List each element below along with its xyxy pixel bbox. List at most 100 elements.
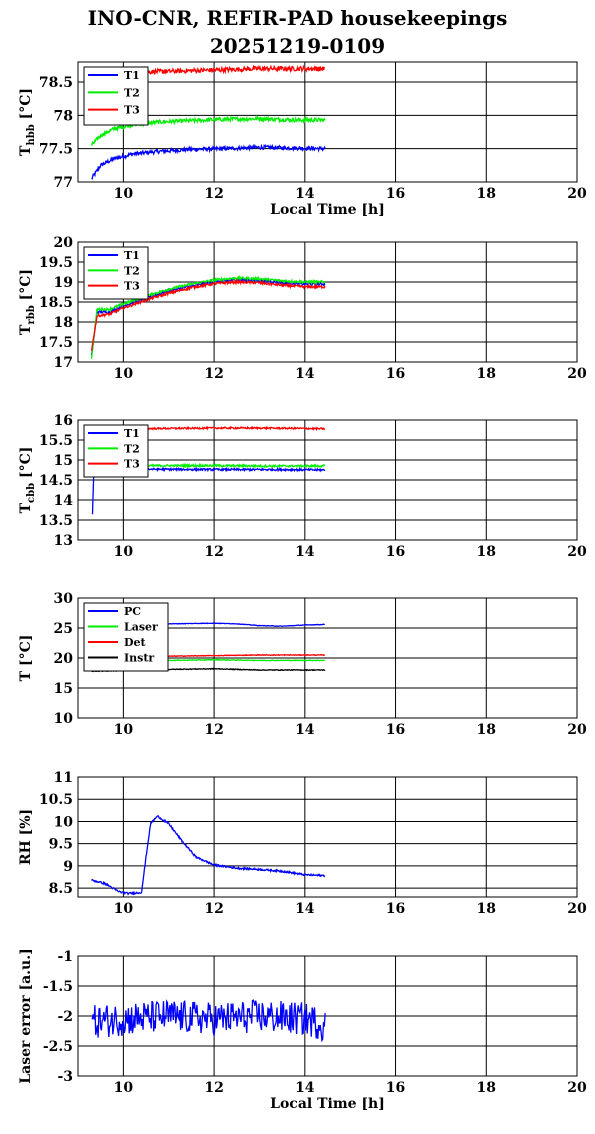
series-line-t2 [90, 114, 326, 146]
x-tick-label: 18 [477, 186, 496, 202]
legend-label-laser: Laser [124, 621, 158, 634]
y-tick-label: 15.5 [39, 433, 73, 449]
x-tick-label: 20 [567, 186, 587, 202]
y-tick-label: 15 [54, 681, 73, 697]
y-tick-label: 13 [54, 533, 73, 549]
x-tick-label: 20 [567, 366, 587, 382]
x-tick-label: 16 [386, 722, 405, 738]
x-tick-label: 16 [386, 366, 405, 382]
legend-label-t3: T3 [124, 104, 140, 117]
series-line-rh [91, 815, 326, 896]
series-line-t3 [122, 425, 326, 431]
x-tick-label: 14 [295, 366, 315, 382]
legend-label-t1: T1 [124, 427, 140, 440]
x-tick-label: 20 [567, 901, 587, 917]
y-tick-label: -1 [57, 949, 73, 965]
x-tick-label: 20 [567, 1080, 587, 1096]
panel-rh: 10 12 14 16 18 20 8.5 9 9.5 10 10.5 11 RH [%] [18, 770, 587, 917]
y-tick-label: 18 [54, 315, 73, 331]
x-axis-label: Local Time [h] [270, 202, 385, 218]
y-tick-label: -2.5 [43, 1039, 73, 1055]
x-tick-label: 18 [477, 901, 496, 917]
chart-title-line1: INO-CNR, REFIR-PAD housekeepings [87, 6, 508, 30]
x-tick-label: 12 [204, 1080, 223, 1096]
x-tick-label: 12 [204, 722, 223, 738]
y-tick-label: 9.5 [49, 837, 73, 853]
y-axis-label: Laser error [a.u.] [18, 948, 34, 1083]
series-line-t1 [91, 143, 326, 180]
legend-box [83, 602, 169, 672]
x-tick-label: 16 [386, 901, 405, 917]
panel-cbb: 10 12 14 16 18 20 13 13.5 14 14.5 15 15.5 16 T1 T2 T3 Tc… [18, 413, 587, 560]
x-tick-label: 14 [295, 544, 315, 560]
legend-label-det: Det [124, 636, 147, 649]
legend-label-t3: T3 [124, 280, 140, 293]
y-tick-label: 78.5 [39, 75, 73, 91]
y-axis-label: Thbb [°C] [18, 88, 37, 156]
legend-label-t3: T3 [124, 458, 140, 471]
panel-temps: 10 12 14 16 18 20 10 15 20 25 30 PC Laser Det Instr T [… [18, 591, 587, 738]
y-tick-label: 9 [63, 859, 73, 875]
x-tick-label: 14 [295, 722, 315, 738]
y-tick-label: 30 [54, 591, 74, 607]
y-tick-label: -1.5 [43, 979, 73, 995]
panel-laser: 10 12 14 16 18 20 -3 -2.5 -2 -1.5 -1 Laser error [a… [18, 948, 587, 1112]
y-tick-label: 8.5 [49, 881, 73, 897]
x-tick-label: 12 [204, 186, 223, 202]
y-tick-label: -3 [57, 1069, 73, 1085]
x-tick-label: 12 [204, 544, 223, 560]
y-axis-label: Trbb [°C] [18, 269, 37, 335]
y-tick-label: 17 [54, 355, 73, 371]
x-tick-label: 18 [477, 722, 496, 738]
y-axis-label: RH [%] [18, 809, 34, 865]
x-tick-label: 14 [295, 901, 315, 917]
y-tick-label: 10.5 [39, 792, 73, 808]
y-tick-label: 77 [54, 175, 73, 191]
y-tick-label: 20 [54, 651, 74, 667]
y-tick-label: 13.5 [39, 513, 73, 529]
x-tick-label: 18 [477, 1080, 496, 1096]
x-tick-label: 20 [567, 544, 587, 560]
y-tick-label: 17.5 [39, 335, 73, 351]
x-tick-label: 10 [114, 544, 134, 560]
x-axis-label: Local Time [h] [270, 1096, 385, 1112]
x-tick-label: 10 [114, 366, 134, 382]
x-tick-label: 16 [386, 1080, 405, 1096]
x-tick-label: 18 [477, 544, 496, 560]
legend-label-t2: T2 [124, 442, 140, 455]
y-tick-label: 77.5 [39, 142, 73, 158]
y-tick-label: 19 [54, 275, 73, 291]
x-tick-label: 10 [114, 1080, 134, 1096]
x-tick-label: 12 [204, 366, 223, 382]
x-tick-label: 10 [114, 722, 134, 738]
y-tick-label: 11 [54, 770, 73, 786]
chart-title: INO-CNR, REFIR-PAD housekeepings 2025121… [0, 4, 595, 60]
legend-label-t2: T2 [124, 86, 140, 99]
legend-label-instr: Instr [124, 652, 154, 665]
y-tick-label: -2 [57, 1009, 73, 1025]
x-tick-label: 18 [477, 366, 496, 382]
y-tick-label: 10 [54, 711, 74, 727]
panel-hbb: 10 12 14 16 18 20 77 77.5 78 78.5 T1 T2 T3 Thbb [°C] L… [18, 61, 587, 218]
x-tick-label: 12 [204, 901, 223, 917]
y-tick-label: 15 [54, 453, 73, 469]
y-tick-label: 10 [54, 814, 74, 830]
legend-label-pc: PC [124, 605, 141, 618]
y-tick-label: 16 [54, 413, 73, 429]
x-tick-label: 16 [386, 544, 405, 560]
legend-label-t1: T1 [124, 69, 140, 82]
y-tick-label: 14.5 [39, 473, 73, 489]
y-axis-label: Tcbb [°C] [18, 447, 37, 514]
x-tick-label: 16 [386, 186, 405, 202]
plot-frame [77, 776, 578, 898]
y-tick-label: 20 [54, 235, 74, 251]
y-axis-label: T [°C] [18, 635, 34, 682]
y-tick-label: 78 [54, 108, 73, 124]
y-tick-label: 19.5 [39, 255, 73, 271]
x-tick-label: 14 [295, 186, 315, 202]
panel-rbb: 10 12 14 16 18 20 17 17.5 18 18.5 19 19.5 20 T1 T2 T3 Tr… [18, 235, 587, 382]
legend-label-t2: T2 [124, 264, 140, 277]
x-tick-label: 14 [295, 1080, 315, 1096]
series-line-t3 [136, 64, 326, 76]
